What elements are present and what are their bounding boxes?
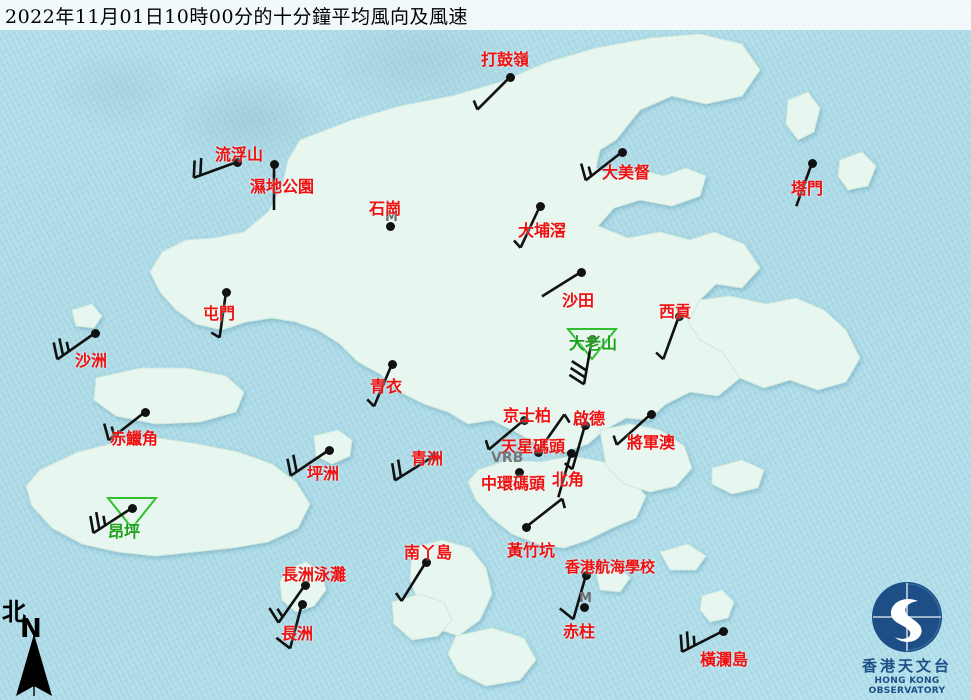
station-name-label: 青衣 [370,377,403,396]
station-name-label: 香港航海學校 [565,558,656,576]
station-name-label: 南丫島 [404,543,453,562]
station-marker-dot [535,201,545,211]
station-marker-dot [519,415,529,425]
maintenance-flag-label: M [579,591,592,606]
station-name-label: 橫瀾島 [700,650,749,669]
station-name-label: 西貢 [659,302,692,321]
station-name-label: 石崗 [369,199,402,218]
station-marker-dot [533,447,543,457]
station-marker-dot [140,407,150,417]
station-marker-dot [674,311,684,321]
station-marker-dot [617,147,627,157]
station-marker-dot [324,445,334,455]
station-marker-dot [421,557,431,567]
north-arrow-label-cn: 北 [2,597,26,626]
station-marker-dot [587,334,597,344]
station-name-label: 中環碼頭 [481,474,546,493]
station-name-label: 沙洲 [75,351,108,370]
station-marker-dot [718,626,728,636]
station-marker-dot [580,420,590,430]
station-marker-dot [576,267,586,277]
station-marker-dot [300,580,310,590]
station-name-label: 大老山 [569,334,618,353]
station-name-label: 打鼓嶺 [481,50,530,69]
station-name-label: 濕地公園 [250,177,315,196]
station-marker-dot [807,158,817,168]
station-name-label: 長洲 [281,624,314,643]
station-marker-dot [429,451,439,461]
station-marker-dot [297,599,307,609]
station-name-label: 京士柏 [503,406,552,425]
station-marker-dot [232,157,242,167]
station-marker-dot [127,503,137,513]
station-marker-dot [385,221,395,231]
station-name-label: 塔門 [791,179,824,198]
station-marker-dot [514,467,524,477]
station-marker-dot [521,522,531,532]
station-marker-dot [221,287,231,297]
page-title: 2022年11月01日10時00分的十分鐘平均風向及風速 [5,6,469,28]
station-name-label: 赤鱲角 [110,429,159,448]
station-name-label: 屯門 [203,304,236,323]
north-arrow-label-en: N [20,614,42,644]
station-name-label: 赤柱 [563,622,596,641]
maintenance-flag-label: M [385,210,398,225]
station-name-label: 長洲泳灘 [282,565,347,584]
station-name-label: 坪洲 [307,464,340,483]
station-name-label: 大美督 [602,163,651,182]
station-name-label: 啟德 [573,409,606,428]
hko-logo-name-en: HONG KONG OBSERVATORY [868,676,946,696]
station-marker-dot [387,359,397,369]
station-name-label: 青洲 [411,449,444,468]
station-name-label: 大埔滘 [518,221,567,240]
station-name-label: 將軍澳 [627,433,676,452]
station-name-label: 北角 [552,470,585,489]
station-name-label: 沙田 [562,291,595,310]
station-marker-dot [566,448,576,458]
hko-logo-name-cn: 香港天文台 [861,657,952,675]
hko-logo: 香港天文台 HONG KONG OBSERVATORY [843,578,971,700]
station-name-label: 昂坪 [108,522,141,541]
station-marker-dot [581,570,591,580]
station-name-label: 黃竹坑 [507,541,556,560]
station-name-label: 天星碼頭 [501,437,566,456]
hko-logo-mark [870,580,944,654]
station-name-label: 流浮山 [215,145,264,164]
station-marker-dot [90,328,100,338]
title-bar: 2022年11月01日10時00分的十分鐘平均風向及風速 [0,0,971,30]
station-marker-dot [646,409,656,419]
station-marker-dot [579,602,589,612]
station-marker-dot [269,159,279,169]
station-marker-dot [505,72,515,82]
north-arrow-glyph [16,634,52,696]
variable-wind-label: VRB [491,450,524,466]
north-arrow: 北 N [2,592,72,700]
